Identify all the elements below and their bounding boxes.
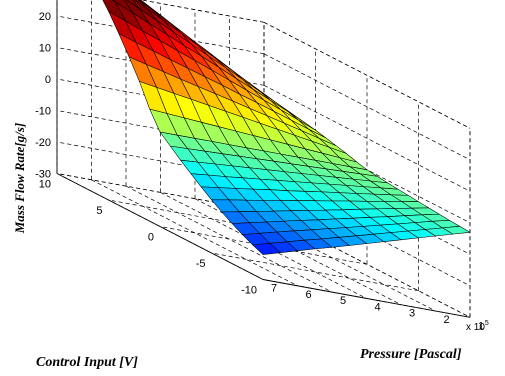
y-tick-label: -10 xyxy=(241,285,257,297)
x-axis-exponent-base: x 10 xyxy=(466,322,485,333)
z-tick-label: 10 xyxy=(39,43,51,55)
y-tick-label: 5 xyxy=(96,205,102,217)
y-axis-line xyxy=(56,173,264,280)
x-axis-exponent: x 105 xyxy=(466,320,489,333)
x-tick-label: 7 xyxy=(271,283,277,295)
z-gridline-right xyxy=(263,84,471,192)
y-gridline-floor xyxy=(211,252,419,292)
z-tick-label: -10 xyxy=(35,106,51,118)
x-tick-label: 5 xyxy=(340,295,346,307)
z-tick-label: 0 xyxy=(45,74,51,86)
x-axis-exponent-power: 5 xyxy=(485,320,489,327)
y-tick-label: -5 xyxy=(196,258,206,270)
x-tick-label: 2 xyxy=(444,314,450,326)
y-tick-label: 10 xyxy=(39,179,51,191)
x-tick-label: 1 xyxy=(478,320,484,332)
z-tick-label: -30 xyxy=(35,169,51,181)
chart-surface xyxy=(102,0,471,255)
x-axis-line xyxy=(262,279,471,318)
x-axis-label: Pressure [Pascal] xyxy=(360,347,462,362)
z-axis-label: Mass Flow Rate[g/s] xyxy=(12,123,27,235)
x-tick-label: 4 xyxy=(375,301,381,313)
y-tick-label: 0 xyxy=(148,232,154,244)
z-tick-label: 20 xyxy=(39,11,51,23)
y-axis-label: Control Input [V] xyxy=(36,355,138,370)
x-tick-label: 6 xyxy=(306,289,312,301)
surface-patch xyxy=(252,243,281,255)
x-tick-label: 3 xyxy=(409,308,415,320)
z-gridline-left xyxy=(139,0,265,23)
z-gridline-right xyxy=(263,21,471,129)
z-tick-label: -20 xyxy=(35,137,51,149)
